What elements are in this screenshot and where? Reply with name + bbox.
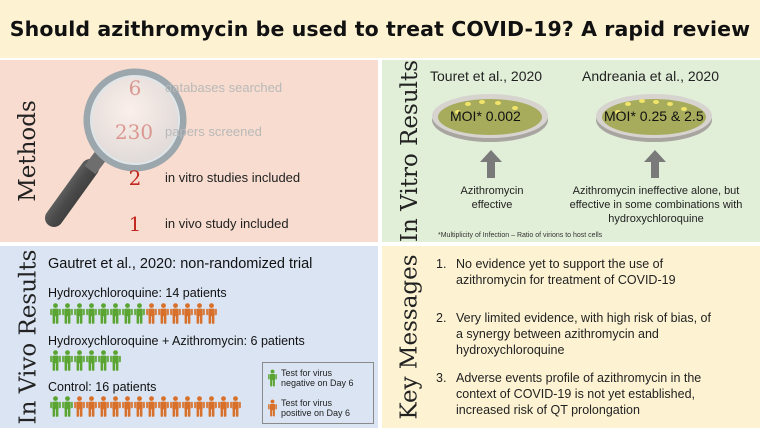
- person-icon-positive: [218, 396, 229, 417]
- in-vivo-text: in vivo study included: [165, 216, 289, 231]
- up-arrow-icon: [480, 150, 502, 178]
- person-icon: [268, 399, 277, 417]
- person-icon-positive: [230, 396, 241, 417]
- person-icon-negative: [134, 303, 145, 324]
- databases-number: 6: [128, 76, 142, 100]
- person-icon-negative: [110, 303, 121, 324]
- in-vitro-label: In Vitro Results: [390, 60, 430, 242]
- person-icon-negative: [74, 350, 85, 371]
- in-vivo-heading: Gautret et al., 2020: non-randomized tri…: [48, 256, 313, 272]
- page-title: Should azithromycin be used to treat COV…: [9, 17, 751, 41]
- petri-dish-icon: [596, 94, 712, 142]
- key-message-2: 2. Very limited evidence, with high risk…: [436, 311, 711, 357]
- person-icon-positive: [134, 396, 145, 417]
- andreania-moi: MOI* 0.25 & 2.5: [604, 108, 704, 124]
- person-icon-negative: [50, 303, 61, 324]
- title-bar: Should azithromycin be used to treat COV…: [0, 0, 760, 58]
- moi-footnote: *Multiplicity of Infection – Ratio of vi…: [438, 232, 603, 239]
- person-icon-positive: [146, 303, 157, 324]
- touret-result: Azithromycin effective: [460, 185, 524, 211]
- methods-label-text: Methods: [15, 100, 41, 202]
- legend: Test for virus negative on Day 6 Test fo…: [262, 362, 374, 424]
- touret-study-name: Touret et al., 2020: [430, 68, 543, 84]
- person-icon-positive: [170, 396, 181, 417]
- in-vivo-label-text: In Vivo Results: [15, 249, 41, 425]
- group-label-control: Control: 16 patients: [48, 380, 157, 394]
- person-icon-negative: [86, 303, 97, 324]
- papers-text: papers screened: [165, 124, 262, 139]
- person-icon-negative: [74, 303, 85, 324]
- person-icon-negative: [50, 350, 61, 371]
- group-icons-hcq-azm: [50, 350, 121, 371]
- andreania-study-name: Andreania et al., 2020: [582, 68, 719, 84]
- key-messages-label: Key Messages: [390, 246, 430, 428]
- papers-number: 230: [114, 120, 154, 144]
- touret-moi: MOI* 0.002: [450, 108, 521, 124]
- in-vitro-panel: In Vitro Results Touret et al., 2020 And…: [382, 60, 760, 242]
- magnifying-glass-icon: [45, 68, 187, 227]
- person-icon-negative: [50, 396, 61, 417]
- person-icon-negative: [98, 303, 109, 324]
- person-icon-positive: [74, 396, 85, 417]
- group-icons-hcq: [50, 303, 217, 324]
- person-icon-negative: [62, 303, 73, 324]
- databases-text: databases searched: [165, 80, 283, 95]
- person-icon-positive: [182, 303, 193, 324]
- person-icon-positive: [122, 396, 133, 417]
- person-icon: [268, 369, 277, 387]
- group-label-hcq: Hydroxychloroquine: 14 patients: [48, 286, 227, 300]
- person-icon-negative: [122, 303, 133, 324]
- legend-negative-text: Test for virus negative on Day 6: [281, 368, 354, 388]
- key-message-1: 1. No evidence yet to support the use of…: [436, 257, 676, 287]
- person-icon-positive: [86, 396, 97, 417]
- person-icon-negative: [62, 350, 73, 371]
- key-messages-panel: Key Messages 1. No evidence yet to suppo…: [382, 246, 760, 428]
- in-vivo-number: 1: [128, 212, 142, 236]
- in-vitro-text: in vitro studies included: [165, 170, 301, 185]
- key-messages-label-text: Key Messages: [397, 254, 424, 420]
- group-label-hcq-azm: Hydroxychloroquine + Azithromycin: 6 pat…: [48, 334, 305, 348]
- key-message-3: 3. Adverse events profile of azithromyci…: [436, 371, 702, 417]
- person-icon-positive: [206, 303, 217, 324]
- person-icon-positive: [194, 396, 205, 417]
- legend-positive-text: Test for virus positive on Day 6: [281, 398, 351, 418]
- person-icon-positive: [182, 396, 193, 417]
- person-icon-positive: [158, 303, 169, 324]
- person-icon-negative: [62, 396, 73, 417]
- person-icon-positive: [146, 396, 157, 417]
- andreania-result: Azithromycin ineffective alone, but effe…: [569, 185, 743, 225]
- up-arrow-icon: [644, 150, 666, 178]
- person-icon-positive: [98, 396, 109, 417]
- person-icon-positive: [158, 396, 169, 417]
- person-icon-negative: [98, 350, 109, 371]
- methods-panel: Methods 6 databases searched 230: [0, 60, 378, 242]
- person-icon-positive: [110, 396, 121, 417]
- in-vitro-label-text: In Vitro Results: [397, 59, 423, 243]
- person-icon-negative: [86, 350, 97, 371]
- in-vivo-label: In Vivo Results: [8, 246, 48, 428]
- person-icon-positive: [206, 396, 217, 417]
- group-icons-control: [50, 396, 241, 417]
- person-icon-positive: [194, 303, 205, 324]
- person-icon-positive: [170, 303, 181, 324]
- petri-dish-icon: [432, 94, 548, 142]
- in-vitro-number: 2: [128, 166, 142, 190]
- person-icon-negative: [110, 350, 121, 371]
